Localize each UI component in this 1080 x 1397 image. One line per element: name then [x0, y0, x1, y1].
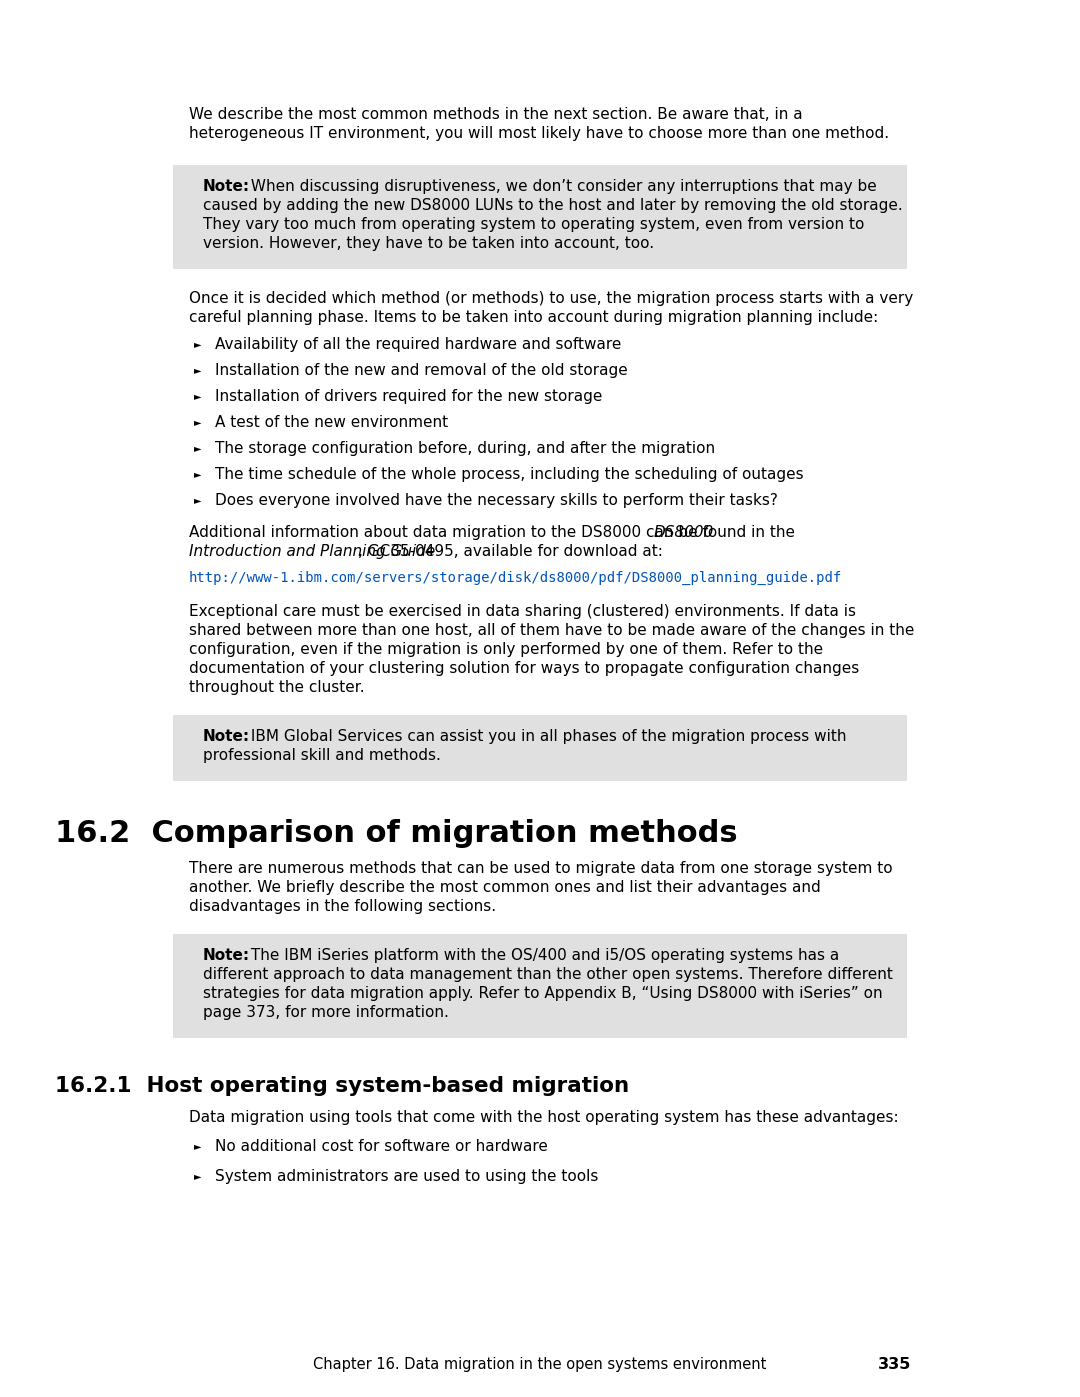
Text: ►: ►	[194, 469, 202, 479]
Bar	[173, 165, 907, 270]
Text: another. We briefly describe the most common ones and list their advantages and: another. We briefly describe the most co…	[189, 880, 821, 895]
Text: We describe the most common methods in the next section. Be aware that, in a: We describe the most common methods in t…	[189, 108, 802, 122]
Text: http://www-1.ibm.com/servers/storage/disk/ds8000/pdf/DS8000_planning_guide.pdf: http://www-1.ibm.com/servers/storage/dis…	[189, 571, 842, 585]
Text: page 373, for more information.: page 373, for more information.	[203, 1004, 449, 1020]
Text: careful planning phase. Items to be taken into account during migration planning: careful planning phase. Items to be take…	[189, 310, 878, 326]
Text: ►: ►	[194, 495, 202, 504]
Text: ►: ►	[194, 365, 202, 374]
Text: They vary too much from operating system to operating system, even from version : They vary too much from operating system…	[203, 217, 864, 232]
Text: No additional cost for software or hardware: No additional cost for software or hardw…	[215, 1139, 548, 1154]
Text: heterogeneous IT environment, you will most likely have to choose more than one : heterogeneous IT environment, you will m…	[189, 126, 889, 141]
Text: The IBM iSeries platform with the OS/400 and i5/OS operating systems has a: The IBM iSeries platform with the OS/400…	[246, 949, 839, 963]
Text: Exceptional care must be exercised in data sharing (clustered) environments. If : Exceptional care must be exercised in da…	[189, 604, 856, 619]
Text: Chapter 16. Data migration in the open systems environment: Chapter 16. Data migration in the open s…	[313, 1356, 767, 1372]
Text: Note:: Note:	[203, 729, 251, 745]
Text: ►: ►	[194, 339, 202, 349]
Text: strategies for data migration apply. Refer to Appendix B, “Using DS8000 with iSe: strategies for data migration apply. Ref…	[203, 986, 882, 1002]
Text: Note:: Note:	[203, 179, 251, 194]
Text: caused by adding the new DS8000 LUNs to the host and later by removing the old s: caused by adding the new DS8000 LUNs to …	[203, 198, 903, 212]
Bar	[173, 935, 907, 1038]
Text: The time schedule of the whole process, including the scheduling of outages: The time schedule of the whole process, …	[215, 467, 804, 482]
Text: When discussing disruptiveness, we don’t consider any interruptions that may be: When discussing disruptiveness, we don’t…	[246, 179, 877, 194]
Text: DS8000: DS8000	[653, 525, 714, 541]
Text: ►: ►	[194, 443, 202, 453]
Text: A test of the new environment: A test of the new environment	[215, 415, 448, 430]
Text: ►: ►	[194, 391, 202, 401]
Text: different approach to data management than the other open systems. Therefore dif: different approach to data management th…	[203, 967, 893, 982]
Text: professional skill and methods.: professional skill and methods.	[203, 747, 441, 763]
Text: IBM Global Services can assist you in all phases of the migration process with: IBM Global Services can assist you in al…	[246, 729, 847, 745]
Text: throughout the cluster.: throughout the cluster.	[189, 680, 365, 694]
Bar	[173, 715, 907, 781]
Text: configuration, even if the migration is only performed by one of them. Refer to : configuration, even if the migration is …	[189, 643, 823, 657]
Text: documentation of your clustering solution for ways to propagate configuration ch: documentation of your clustering solutio…	[189, 661, 860, 676]
Text: Installation of the new and removal of the old storage: Installation of the new and removal of t…	[215, 363, 627, 379]
Text: System administrators are used to using the tools: System administrators are used to using …	[215, 1169, 598, 1185]
Text: The storage configuration before, during, and after the migration: The storage configuration before, during…	[215, 441, 715, 455]
Text: Does everyone involved have the necessary skills to perform their tasks?: Does everyone involved have the necessar…	[215, 493, 778, 509]
Text: 16.2.1  Host operating system-based migration: 16.2.1 Host operating system-based migra…	[55, 1076, 630, 1097]
Text: Availability of all the required hardware and software: Availability of all the required hardwar…	[215, 337, 621, 352]
Text: ►: ►	[194, 1141, 202, 1151]
Text: version. However, they have to be taken into account, too.: version. However, they have to be taken …	[203, 236, 654, 251]
Text: disadvantages in the following sections.: disadvantages in the following sections.	[189, 900, 496, 914]
Text: Once it is decided which method (or methods) to use, the migration process start: Once it is decided which method (or meth…	[189, 291, 914, 306]
Text: Data migration using tools that come with the host operating system has these ad: Data migration using tools that come wit…	[189, 1111, 899, 1125]
Text: 16.2  Comparison of migration methods: 16.2 Comparison of migration methods	[55, 819, 738, 848]
Text: Introduction and Planning Guide: Introduction and Planning Guide	[189, 543, 435, 559]
Text: 335: 335	[878, 1356, 912, 1372]
Text: There are numerous methods that can be used to migrate data from one storage sys: There are numerous methods that can be u…	[189, 861, 893, 876]
Text: Additional information about data migration to the DS8000 can be found in the: Additional information about data migrat…	[189, 525, 800, 541]
Text: , GC35-0495, available for download at:: , GC35-0495, available for download at:	[357, 543, 663, 559]
Text: shared between more than one host, all of them have to be made aware of the chan: shared between more than one host, all o…	[189, 623, 915, 638]
Text: ►: ►	[194, 1171, 202, 1180]
Text: Note:: Note:	[203, 949, 251, 963]
Text: ►: ►	[194, 416, 202, 427]
Text: Installation of drivers required for the new storage: Installation of drivers required for the…	[215, 388, 603, 404]
